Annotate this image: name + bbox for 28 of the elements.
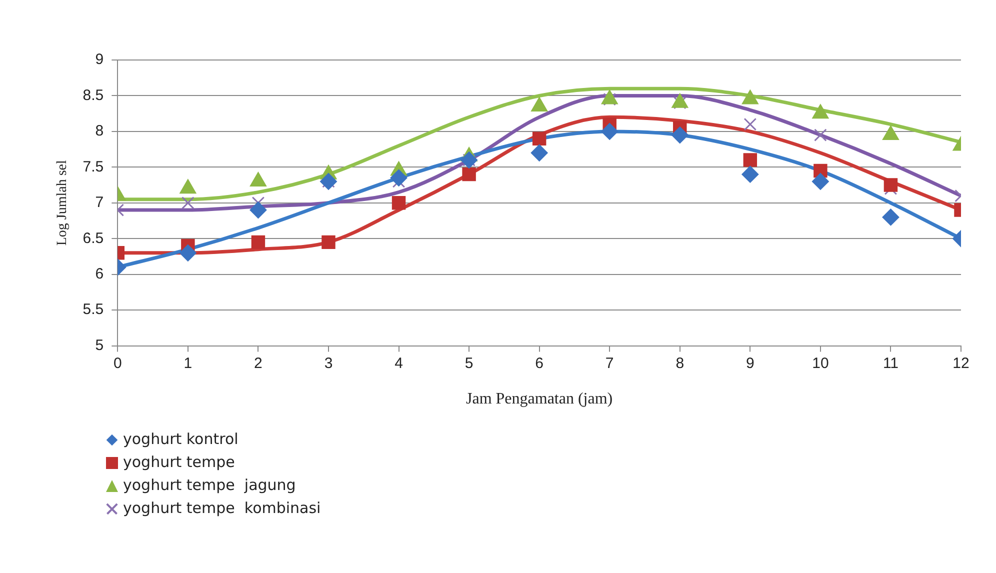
x-tick-label: 11: [882, 354, 899, 372]
x-tick-label: 5: [464, 354, 474, 372]
x-tick-label: 1: [184, 354, 192, 372]
legend-label: yoghurt tempe kombinasi: [123, 498, 321, 519]
y-tick-label: 5: [95, 336, 104, 354]
y-tick-label: 7: [95, 194, 104, 212]
x-tick-label: 7: [605, 354, 614, 372]
x-tick-label: 6: [535, 354, 544, 372]
y-tick-label: 7.5: [82, 158, 104, 176]
y-tick-label: 5.5: [82, 301, 104, 318]
legend-label: yoghurt tempe jagung: [123, 475, 296, 496]
x-tick-label: 9: [746, 354, 754, 372]
x-tick-label: 12: [952, 354, 970, 372]
x-axis-title: Jam Pengamatan (jam): [466, 390, 613, 408]
y-tick-label: 6.5: [82, 230, 104, 247]
y-axis-title: Log Jumlah sel: [55, 160, 70, 246]
y-tick-label: 6: [95, 265, 104, 282]
legend-label: yoghurt kontrol: [123, 429, 238, 450]
y-tick-label: 8.5: [82, 86, 104, 104]
x-tick-label: 3: [324, 354, 333, 372]
y-tick-label: 9: [95, 51, 104, 68]
x-tick-label: 2: [254, 354, 262, 372]
x-tick-label: 4: [394, 354, 403, 372]
y-tick-label: 8: [95, 122, 104, 140]
x-tick-label: 0: [113, 354, 122, 372]
x-tick-label: 10: [812, 354, 829, 372]
legend-label: yoghurt tempe: [123, 452, 235, 473]
x-tick-label: 8: [676, 354, 684, 372]
